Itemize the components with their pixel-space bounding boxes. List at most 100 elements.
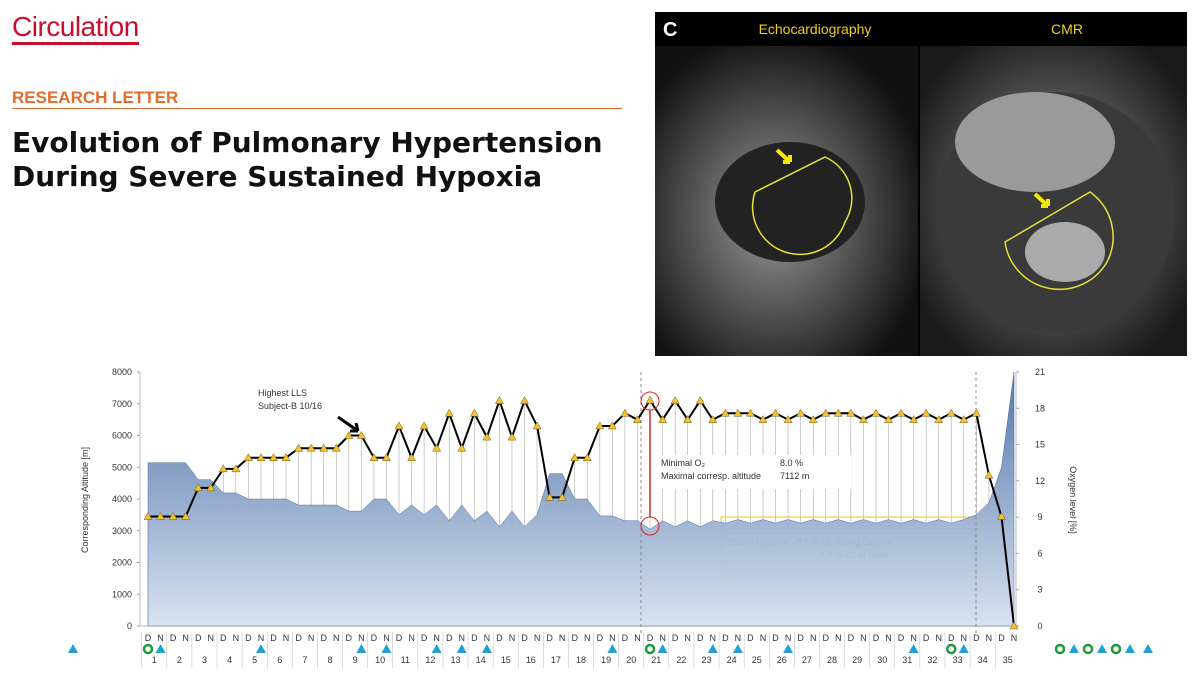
x-tick-label: D — [923, 633, 930, 643]
x-tick-label: D — [571, 633, 578, 643]
day-label: 32 — [927, 655, 937, 665]
marker — [971, 408, 981, 417]
x-tick-label: D — [822, 633, 829, 643]
marker — [984, 470, 994, 479]
marker — [507, 432, 517, 441]
icon-triangle — [607, 644, 618, 653]
marker — [306, 443, 316, 452]
x-tick-label: D — [245, 633, 252, 643]
day-label: 15 — [501, 655, 511, 665]
annotation: Maximal corresp. altitude — [661, 471, 761, 481]
y-axis-label: Corresponding Altitude [m] — [80, 447, 90, 553]
x-tick-label: N — [760, 633, 767, 643]
icon-circle — [1110, 643, 1122, 655]
marker — [281, 453, 291, 461]
day-label: 10 — [375, 655, 385, 665]
icon-triangle — [908, 644, 919, 653]
x-tick-label: N — [935, 633, 942, 643]
annotation: Highest LLS — [258, 388, 307, 398]
y2-tick-label: 6 — [1037, 548, 1042, 558]
day-label: 3 — [202, 655, 207, 665]
y2-tick-label: 0 — [1037, 621, 1042, 631]
marker — [557, 492, 567, 501]
marker — [796, 408, 806, 417]
icon-triangle — [783, 644, 794, 653]
marker — [457, 443, 467, 452]
roi-outline — [751, 156, 853, 256]
icon-circle — [945, 643, 957, 655]
x-tick-label: N — [484, 633, 491, 643]
icon-triangle — [707, 644, 718, 653]
annotation: 7112 m — [780, 471, 809, 481]
altitude-line — [148, 397, 1015, 627]
day-label: 19 — [601, 655, 611, 665]
marker — [482, 432, 492, 441]
x-tick-label: N — [233, 633, 240, 643]
x-tick-label: N — [885, 633, 892, 643]
icon-triangle — [1125, 644, 1135, 653]
x-tick-label: N — [584, 633, 591, 643]
x-tick-label: D — [320, 633, 327, 643]
day-label: 11 — [401, 655, 410, 665]
y-tick-label: 7000 — [112, 399, 132, 409]
y-tick-label: 8000 — [112, 367, 132, 377]
marker — [846, 408, 856, 417]
x-tick-label: D — [346, 633, 353, 643]
marker — [896, 408, 906, 417]
marker — [645, 395, 655, 404]
icon-circle — [644, 643, 656, 655]
y2-tick-label: 12 — [1035, 476, 1045, 486]
marker — [269, 453, 278, 461]
x-tick-label: N — [459, 633, 466, 643]
x-tick-label: D — [747, 633, 754, 643]
x-tick-label: N — [408, 633, 415, 643]
icon-triangle — [456, 644, 467, 653]
x-tick-label: D — [371, 633, 378, 643]
marker — [532, 421, 542, 430]
marker — [871, 408, 881, 417]
x-tick-label: D — [546, 633, 553, 643]
title-line: Evolution of Pulmonary Hypertension — [12, 126, 603, 159]
x-tick-label: N — [283, 633, 290, 643]
marker — [520, 396, 529, 404]
annotation: Minimal O₂ — [661, 458, 706, 468]
icon-triangle — [68, 644, 78, 653]
x-tick-label: N — [835, 633, 842, 643]
icon-triangle — [155, 644, 166, 653]
day-label: 6 — [277, 655, 282, 665]
day-label: 21 — [651, 655, 661, 665]
marker — [193, 483, 203, 492]
image-label: CMR — [1051, 21, 1083, 37]
marker — [746, 408, 755, 417]
marker — [231, 464, 241, 473]
day-label: 31 — [902, 655, 912, 665]
day-label: 23 — [701, 655, 711, 665]
day-label: 9 — [353, 655, 358, 665]
marker — [921, 408, 931, 417]
marker — [181, 511, 191, 520]
x-tick-label: D — [220, 633, 227, 643]
marker — [432, 443, 442, 452]
x-tick-label: D — [396, 633, 403, 643]
marker — [833, 408, 843, 417]
marker — [319, 443, 329, 452]
marker — [934, 415, 944, 423]
cmr-bright — [1025, 222, 1105, 282]
day-label: 22 — [676, 655, 686, 665]
x-tick-label: D — [170, 633, 177, 643]
x-tick-label: D — [622, 633, 629, 643]
x-tick-label: D — [998, 633, 1005, 643]
marker — [369, 453, 379, 461]
day-label: 4 — [227, 655, 232, 665]
y2-tick-label: 3 — [1037, 585, 1042, 595]
marker — [821, 408, 831, 417]
x-tick-label: N — [208, 633, 215, 643]
marker — [858, 415, 868, 423]
x-tick-label: N — [333, 633, 340, 643]
x-tick-label: D — [195, 633, 202, 643]
marker — [206, 483, 216, 492]
y-tick-label: 3000 — [112, 526, 132, 536]
x-tick-label: D — [848, 633, 855, 643]
marker — [997, 511, 1006, 520]
day-label: 28 — [827, 655, 837, 665]
